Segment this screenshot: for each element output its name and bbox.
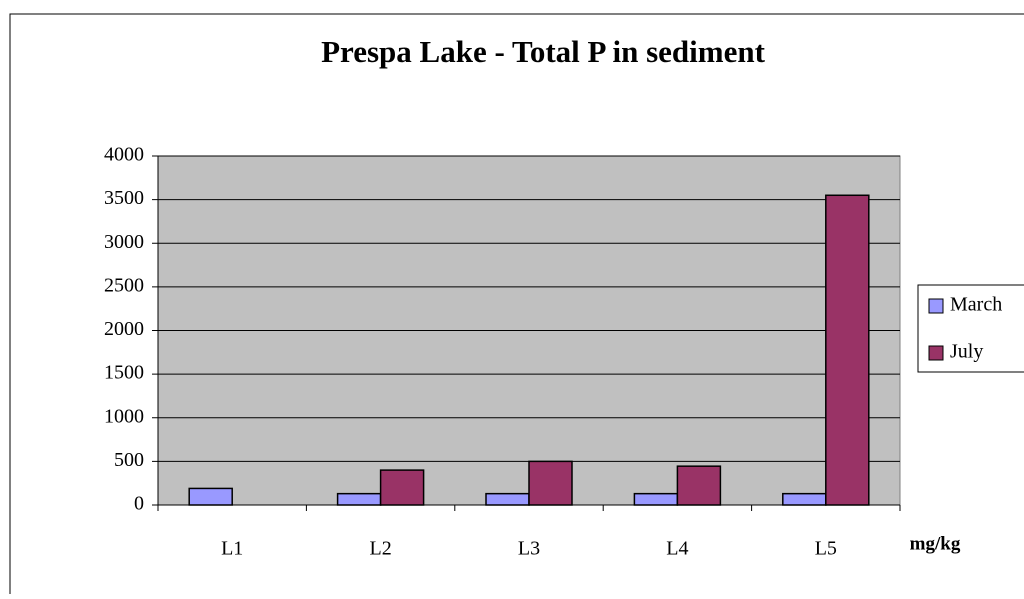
legend-swatch — [928, 345, 944, 361]
bar — [676, 465, 722, 506]
legend-label: March — [950, 294, 1002, 316]
bar — [782, 492, 827, 506]
bar — [188, 487, 233, 506]
y-tick-label: 1000 — [104, 405, 144, 427]
legend-label: July — [950, 341, 983, 363]
x-tick-label: L5 — [815, 538, 837, 560]
y-tick-label: 4000 — [104, 144, 144, 166]
x-tick-label: L3 — [518, 538, 540, 560]
bar — [825, 194, 870, 506]
y-tick-label: 2500 — [104, 274, 144, 296]
legend-swatch — [928, 298, 944, 314]
x-tick-label: L4 — [666, 538, 688, 560]
x-tick-label: L1 — [221, 538, 243, 560]
chart-title: Prespa Lake - Total P in sediment — [321, 34, 765, 69]
y-tick-label: 1500 — [104, 362, 144, 384]
bar — [528, 460, 573, 506]
bar — [336, 492, 382, 506]
y-tick-label: 3000 — [104, 231, 144, 253]
bar — [379, 469, 425, 506]
bar — [485, 492, 530, 506]
y-tick-label: 0 — [134, 493, 144, 515]
x-tick-label: L2 — [369, 538, 391, 560]
x-axis-label: mg/kg — [910, 533, 961, 554]
y-tick-label: 500 — [114, 449, 144, 471]
y-tick-label: 3500 — [104, 187, 144, 209]
bar — [633, 492, 679, 506]
y-tick-label: 2000 — [104, 318, 144, 340]
